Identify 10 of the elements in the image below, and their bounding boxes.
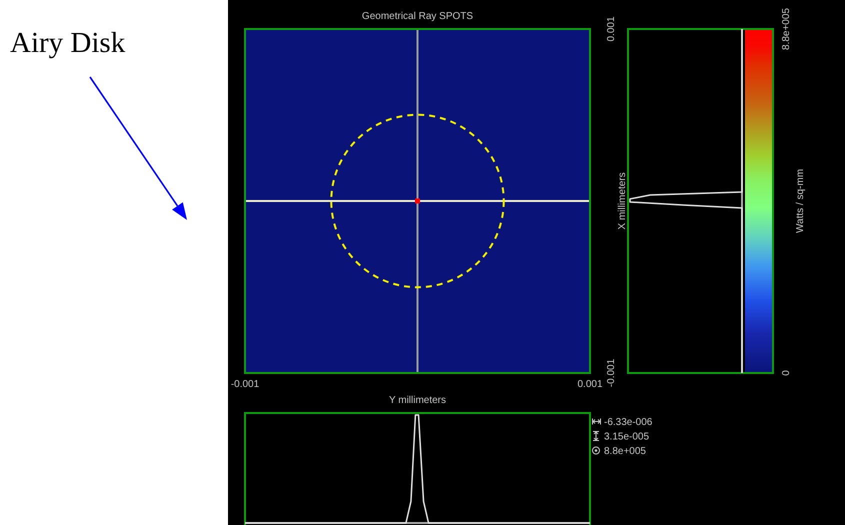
color-bar-title: Watts / sq-mm — [795, 168, 806, 234]
color-bar-label: 0 — [781, 370, 792, 376]
text: 3.15e-005 — [604, 432, 650, 442]
y-axis-title: X millimeters — [617, 172, 628, 230]
text: 8.8e+005 — [604, 446, 646, 457]
color-bar-label: 8.8e+005 — [781, 8, 792, 50]
chart-title: Geometrical Ray SPOTS — [362, 11, 474, 22]
text: -6.33e-006 — [604, 417, 653, 428]
x-axis-title: Y millimeters — [388, 395, 446, 406]
text: Airy Disk — [10, 27, 126, 59]
